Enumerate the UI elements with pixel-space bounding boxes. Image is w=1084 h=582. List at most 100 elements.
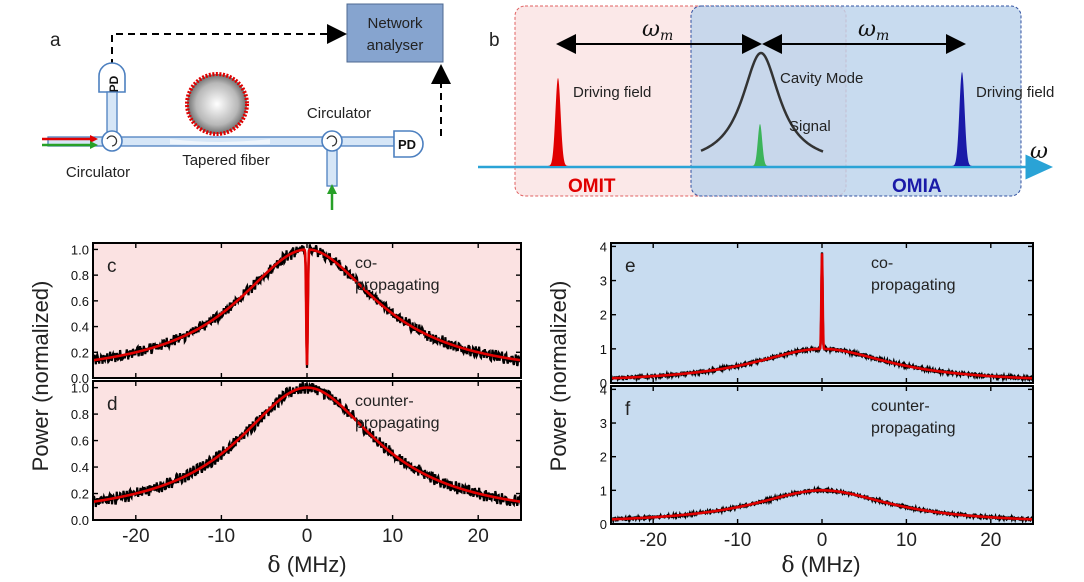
xtick-label-f: -10 <box>724 530 751 551</box>
omega-m-label-left: ωm <box>642 17 673 44</box>
ytick-label-d: 0.0 <box>71 513 89 528</box>
photodetector-left <box>98 62 126 93</box>
chart-panel-d: 0.0 0.2 0.4 0.6 0.8 1.0 -20 -10 0 10 20 d counter-pr… <box>71 380 522 547</box>
xtick-label-f: 0 <box>817 530 828 551</box>
ytick-label-c: 0.0 <box>71 371 89 386</box>
ytick-label-c: 1.0 <box>71 242 89 257</box>
driving-field-blue-peak <box>951 72 973 166</box>
ytick-label-f: 1 <box>600 483 607 498</box>
photodetector-right <box>393 130 424 158</box>
omega-axis-label: ω <box>1030 139 1048 164</box>
plot-background-d <box>93 381 521 520</box>
ytick-label-f: 4 <box>600 382 607 397</box>
plot-background-f <box>611 386 1033 524</box>
ytick-label-c: 0.2 <box>71 345 89 360</box>
pd-to-analyser-dashed-line <box>111 24 347 66</box>
ytick-label-e: 2 <box>600 308 607 323</box>
circulator-right-arrow <box>326 135 338 147</box>
ytick-label-c: 0.4 <box>71 320 89 335</box>
plot-area-c <box>93 244 521 368</box>
series-fit-d <box>93 386 521 504</box>
ytick-label-e: 0 <box>600 376 607 391</box>
plot-area-e <box>611 252 1033 383</box>
chart-panel-e: 0 1 2 3 4 e co-propagating <box>600 239 1034 391</box>
ytick-label-d: 1.0 <box>71 381 89 396</box>
series-fit-f <box>611 489 1033 521</box>
driving-field-left-label: Driving field <box>573 84 651 101</box>
panel-letter-f: f <box>625 399 631 420</box>
xtick-label-d: 0 <box>302 526 313 547</box>
annotation-c-0: co- <box>355 255 377 272</box>
signal-green-peak <box>751 124 769 166</box>
ytick-label-d: 0.4 <box>71 460 89 475</box>
circulator-left-arrow <box>106 135 118 147</box>
xtick-label-d: -20 <box>122 526 149 547</box>
driving-field-red-peak <box>547 78 569 166</box>
ytick-label-d: 0.2 <box>71 487 89 502</box>
circulator-right-icon <box>321 130 343 152</box>
annotation-e-0: co- <box>871 255 893 272</box>
series-fit-e <box>611 253 1033 380</box>
annotation-f-0: counter- <box>871 398 930 415</box>
y-axis-title-right: Power (normalized) <box>546 281 571 472</box>
annotation-c-1: propagating <box>355 277 440 294</box>
annotation-d-0: counter- <box>355 393 414 410</box>
plot-area-f <box>611 485 1033 524</box>
network-analyser-label-2: analyser <box>367 37 424 54</box>
input-green-arrowhead <box>90 141 98 149</box>
input-green-up-arrowhead <box>327 184 337 194</box>
xtick-label-f: 20 <box>980 530 1001 551</box>
panel-b-letter: b <box>489 30 500 51</box>
input-red-arrowhead <box>90 135 98 143</box>
annotation-f-1: propagating <box>871 420 956 437</box>
x-axis-title-left: δ (MHz) <box>267 552 346 578</box>
circulator-left-icon <box>101 130 123 152</box>
network-analyser-label-1: Network <box>367 15 423 32</box>
xtick-label-f: 10 <box>896 530 917 551</box>
chart-panel-f: 0 1 2 3 4 -20 -10 0 10 20 f counter-propagating <box>600 382 1034 551</box>
xtick-label-d: -10 <box>208 526 235 547</box>
panel-a-letter: a <box>50 30 61 51</box>
series-fit-c <box>93 248 521 366</box>
panel-letter-e: e <box>625 256 636 277</box>
cavity-mode-label: Cavity Mode <box>780 70 863 87</box>
omega-m-label-right: ωm <box>858 17 889 44</box>
annotation-d-1: propagating <box>355 415 440 432</box>
y-axis-title-left: Power (normalized) <box>28 281 53 472</box>
signal-label: Signal <box>789 118 831 135</box>
pd-right-label: PD <box>398 137 416 152</box>
series-measured-c <box>93 244 521 368</box>
ytick-label-f: 0 <box>600 517 607 532</box>
xtick-label-d: 20 <box>468 526 489 547</box>
chart-panel-c: 0.0 0.2 0.4 0.6 0.8 1.0 c co-propagating <box>71 242 522 386</box>
tapered-fiber-label: Tapered fiber <box>182 152 270 169</box>
taper-region <box>170 139 270 145</box>
circulator-right-label: Circulator <box>307 105 371 122</box>
ytick-label-c: 0.6 <box>71 294 89 309</box>
panel-a-schematic: a Network analyser PD PD <box>42 3 451 210</box>
ytick-label-f: 3 <box>600 416 607 431</box>
panel-letter-d: d <box>107 394 118 415</box>
pd-left-label: PD <box>107 75 121 92</box>
ytick-label-d: 0.8 <box>71 407 89 422</box>
fiber-right-horizontal <box>335 136 395 147</box>
annotation-e-1: propagating <box>871 277 956 294</box>
xtick-label-f: -20 <box>639 530 666 551</box>
network-analyser-box <box>346 3 444 63</box>
cavity-mode-curve <box>700 51 824 153</box>
circulator-left-label: Circulator <box>66 164 130 181</box>
panel-letter-c: c <box>107 256 117 277</box>
microsphere-resonator <box>185 72 249 136</box>
x-axis-title-right: δ (MHz) <box>781 552 860 578</box>
driving-field-right-label: Driving field <box>976 84 1054 101</box>
ytick-label-e: 4 <box>600 239 607 254</box>
panel-b-schematic: b ωm ωm ω Driving field Driving field Ca… <box>478 5 1054 197</box>
ytick-label-c: 0.8 <box>71 268 89 283</box>
ytick-label-f: 2 <box>600 450 607 465</box>
fiber-right-vertical <box>326 145 338 187</box>
ytick-label-d: 0.6 <box>71 434 89 449</box>
ytick-label-e: 1 <box>600 342 607 357</box>
omia-label: OMIA <box>892 176 942 197</box>
ytick-label-e: 3 <box>600 274 607 289</box>
